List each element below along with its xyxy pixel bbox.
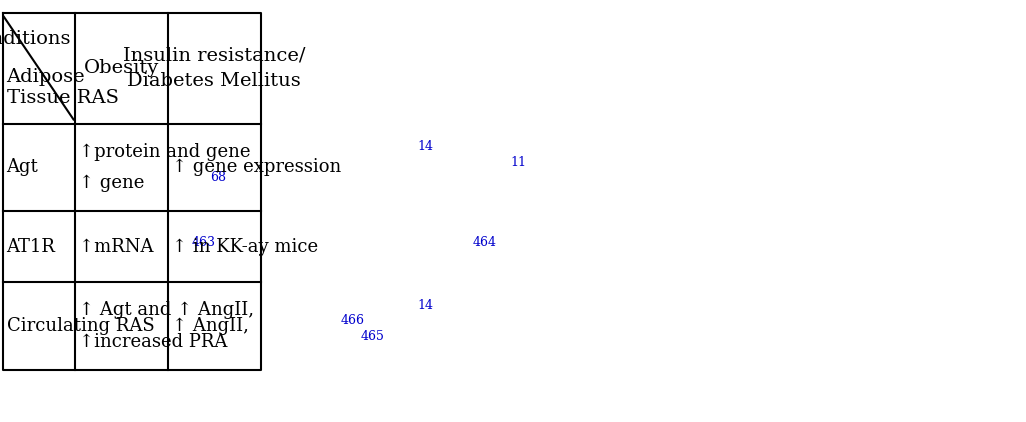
Text: ↑ gene expression: ↑ gene expression [171,158,347,176]
Text: ↑ Agt and ↑ AngII,: ↑ Agt and ↑ AngII, [79,301,253,319]
Text: ↑increased PRA: ↑increased PRA [79,333,233,351]
Text: Conditions: Conditions [0,30,71,48]
Text: 464: 464 [473,236,497,249]
Text: 466: 466 [341,314,365,327]
Text: 14: 14 [418,299,434,311]
Text: 11: 11 [510,156,526,169]
Text: Obesity: Obesity [84,59,159,77]
Text: ↑ gene: ↑ gene [79,174,150,192]
Text: ↑ in KK-ay mice: ↑ in KK-ay mice [171,238,323,256]
Text: Circulating RAS: Circulating RAS [6,317,154,335]
Text: 465: 465 [361,330,385,343]
Text: AT1R: AT1R [6,238,55,256]
Text: Agt: Agt [6,158,38,176]
Text: 463: 463 [192,236,215,249]
Text: ↑ AngII,: ↑ AngII, [171,317,254,335]
Text: 14: 14 [418,140,434,153]
Text: ↑mRNA: ↑mRNA [79,238,159,256]
Text: 68: 68 [210,171,227,184]
Text: ↑protein and gene: ↑protein and gene [79,143,256,161]
Text: Adipose
Tissue RAS: Adipose Tissue RAS [6,68,118,107]
Text: Insulin resistance/
Diabetes Mellitus: Insulin resistance/ Diabetes Mellitus [123,47,306,90]
